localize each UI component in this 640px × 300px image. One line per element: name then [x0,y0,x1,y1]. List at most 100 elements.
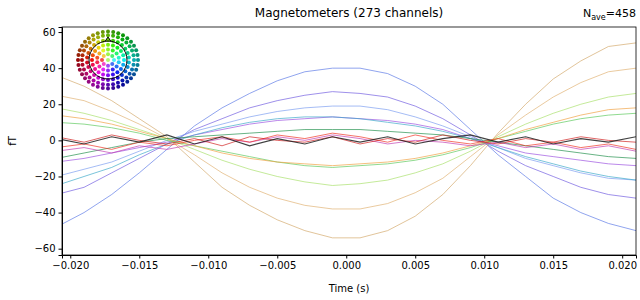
sensor-dot [97,70,101,74]
x-tick-mark [139,255,140,259]
channel-line [62,106,636,180]
x-tick-mark [346,255,347,259]
channel-line [62,108,636,166]
sensor-dot [111,72,115,76]
sensor-dot [101,67,105,71]
sensor-dot [97,51,101,55]
x-tick-label: −0.015 [121,260,158,271]
y-tick-mark [59,176,63,177]
sensor-dot [132,53,136,57]
sensor-dot [120,79,124,83]
sensor-dot [130,67,134,71]
sensor-dot [96,85,100,89]
x-tick: 0.015 [539,255,568,271]
x-tick-label: 0.000 [332,260,361,271]
sensor-dot [76,58,80,62]
y-tick-mark [59,140,63,141]
sensor-dot [124,75,128,79]
sensor-dot [78,48,82,52]
x-tick: 0.000 [332,255,361,271]
sensor-dot [95,56,99,60]
sensor-dot [106,64,110,68]
y-label: fT [7,135,18,146]
sensor-dot [106,87,110,91]
sensor-dot [97,65,101,69]
sensor-dot [111,49,115,53]
head-outline [89,41,127,79]
x-tick-mark [553,255,554,259]
sensor-dot [136,53,140,57]
x-tick-mark [484,255,485,259]
channel-line [62,68,636,209]
sensor-dot [121,33,125,37]
sensor-dot [130,49,134,53]
sensor-dot [125,80,129,84]
sensor-dot [115,51,119,55]
sensor-dot [116,81,120,85]
sensor-dot [80,58,84,62]
sensor-dot [132,72,136,76]
sensor-dot [106,43,110,47]
sensor-dot [121,53,125,57]
sensor-dot [101,82,105,86]
y-tick-mark [59,32,63,33]
sensor-dot [92,79,96,83]
y-tick-label: 0 [49,135,55,146]
sensor-dot [101,86,105,90]
x-tick: 0.010 [470,255,499,271]
x-tick-label: 0.005 [401,260,430,271]
annotation-text: =458 [606,7,636,20]
sensor-dot [76,53,80,57]
x-tick-label: 0.010 [470,260,499,271]
y-tick-label: −20 [34,171,55,182]
sensor-dot [116,85,120,89]
plot-frame [62,27,636,255]
channel-line [62,130,636,159]
y-tick-mark [59,104,63,105]
channel-line [62,117,636,186]
sensor-dot [106,73,110,77]
sensor-dot [110,62,114,66]
sensor-dot [106,58,110,62]
axis-line [63,256,637,259]
x-tick: 0.020 [608,255,637,271]
sensor-dot [91,33,95,37]
sensor-dot [95,60,99,64]
sensor-dot [119,67,123,71]
sensor-dot [111,86,115,90]
sensor-dot [91,63,95,67]
sensor-dot [101,34,105,38]
sensor-dot [112,58,116,62]
x-tick-mark [622,255,623,259]
x-tick: −0.020 [52,255,89,271]
sensor-dot [102,62,106,66]
head-nose [105,37,111,42]
sensor-dot [134,68,138,72]
sensor-dot [106,52,110,56]
y-axis: −60−40−200204060 [34,27,62,256]
sensor-dot [128,44,132,48]
sensor-dot [136,58,140,62]
annotation-base: N [583,7,591,20]
sensor-dot [134,48,138,52]
chart: −0.020−0.015−0.010−0.0050.0000.0050.0100… [0,0,640,300]
sensor-dot [101,30,105,34]
sensor-dot [78,68,82,72]
y-tick: −60 [34,243,62,254]
sensor-dot [106,48,110,52]
sensor-dot [116,35,120,39]
sensor-dot [102,54,106,58]
sensor-dot [100,58,104,62]
sensor-dot [82,49,86,53]
channel-line [62,93,636,185]
sensor-dot [106,68,110,72]
sensor-dot [121,83,125,87]
sensor-dot [111,30,115,34]
sensor-dot [93,67,97,71]
sensor-dot [90,58,94,62]
x-tick-mark [70,255,71,259]
x-tick-label: 0.020 [608,260,637,271]
sensor-dot [84,72,88,76]
sensor-dot [120,37,124,41]
sensor-dot [92,37,96,41]
